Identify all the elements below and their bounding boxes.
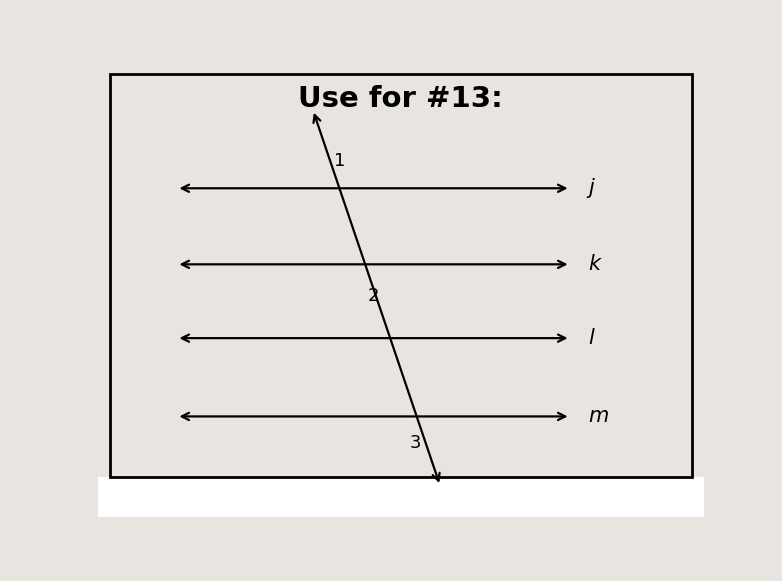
Text: k: k [589, 254, 601, 274]
Text: 1: 1 [335, 152, 346, 170]
Text: j: j [589, 178, 594, 198]
Text: 2: 2 [368, 286, 379, 304]
Text: 3: 3 [411, 434, 421, 452]
Text: m: m [589, 407, 609, 426]
Text: Use for #13:: Use for #13: [299, 85, 503, 113]
FancyBboxPatch shape [98, 477, 704, 517]
FancyBboxPatch shape [109, 74, 692, 477]
Text: l: l [589, 328, 594, 348]
